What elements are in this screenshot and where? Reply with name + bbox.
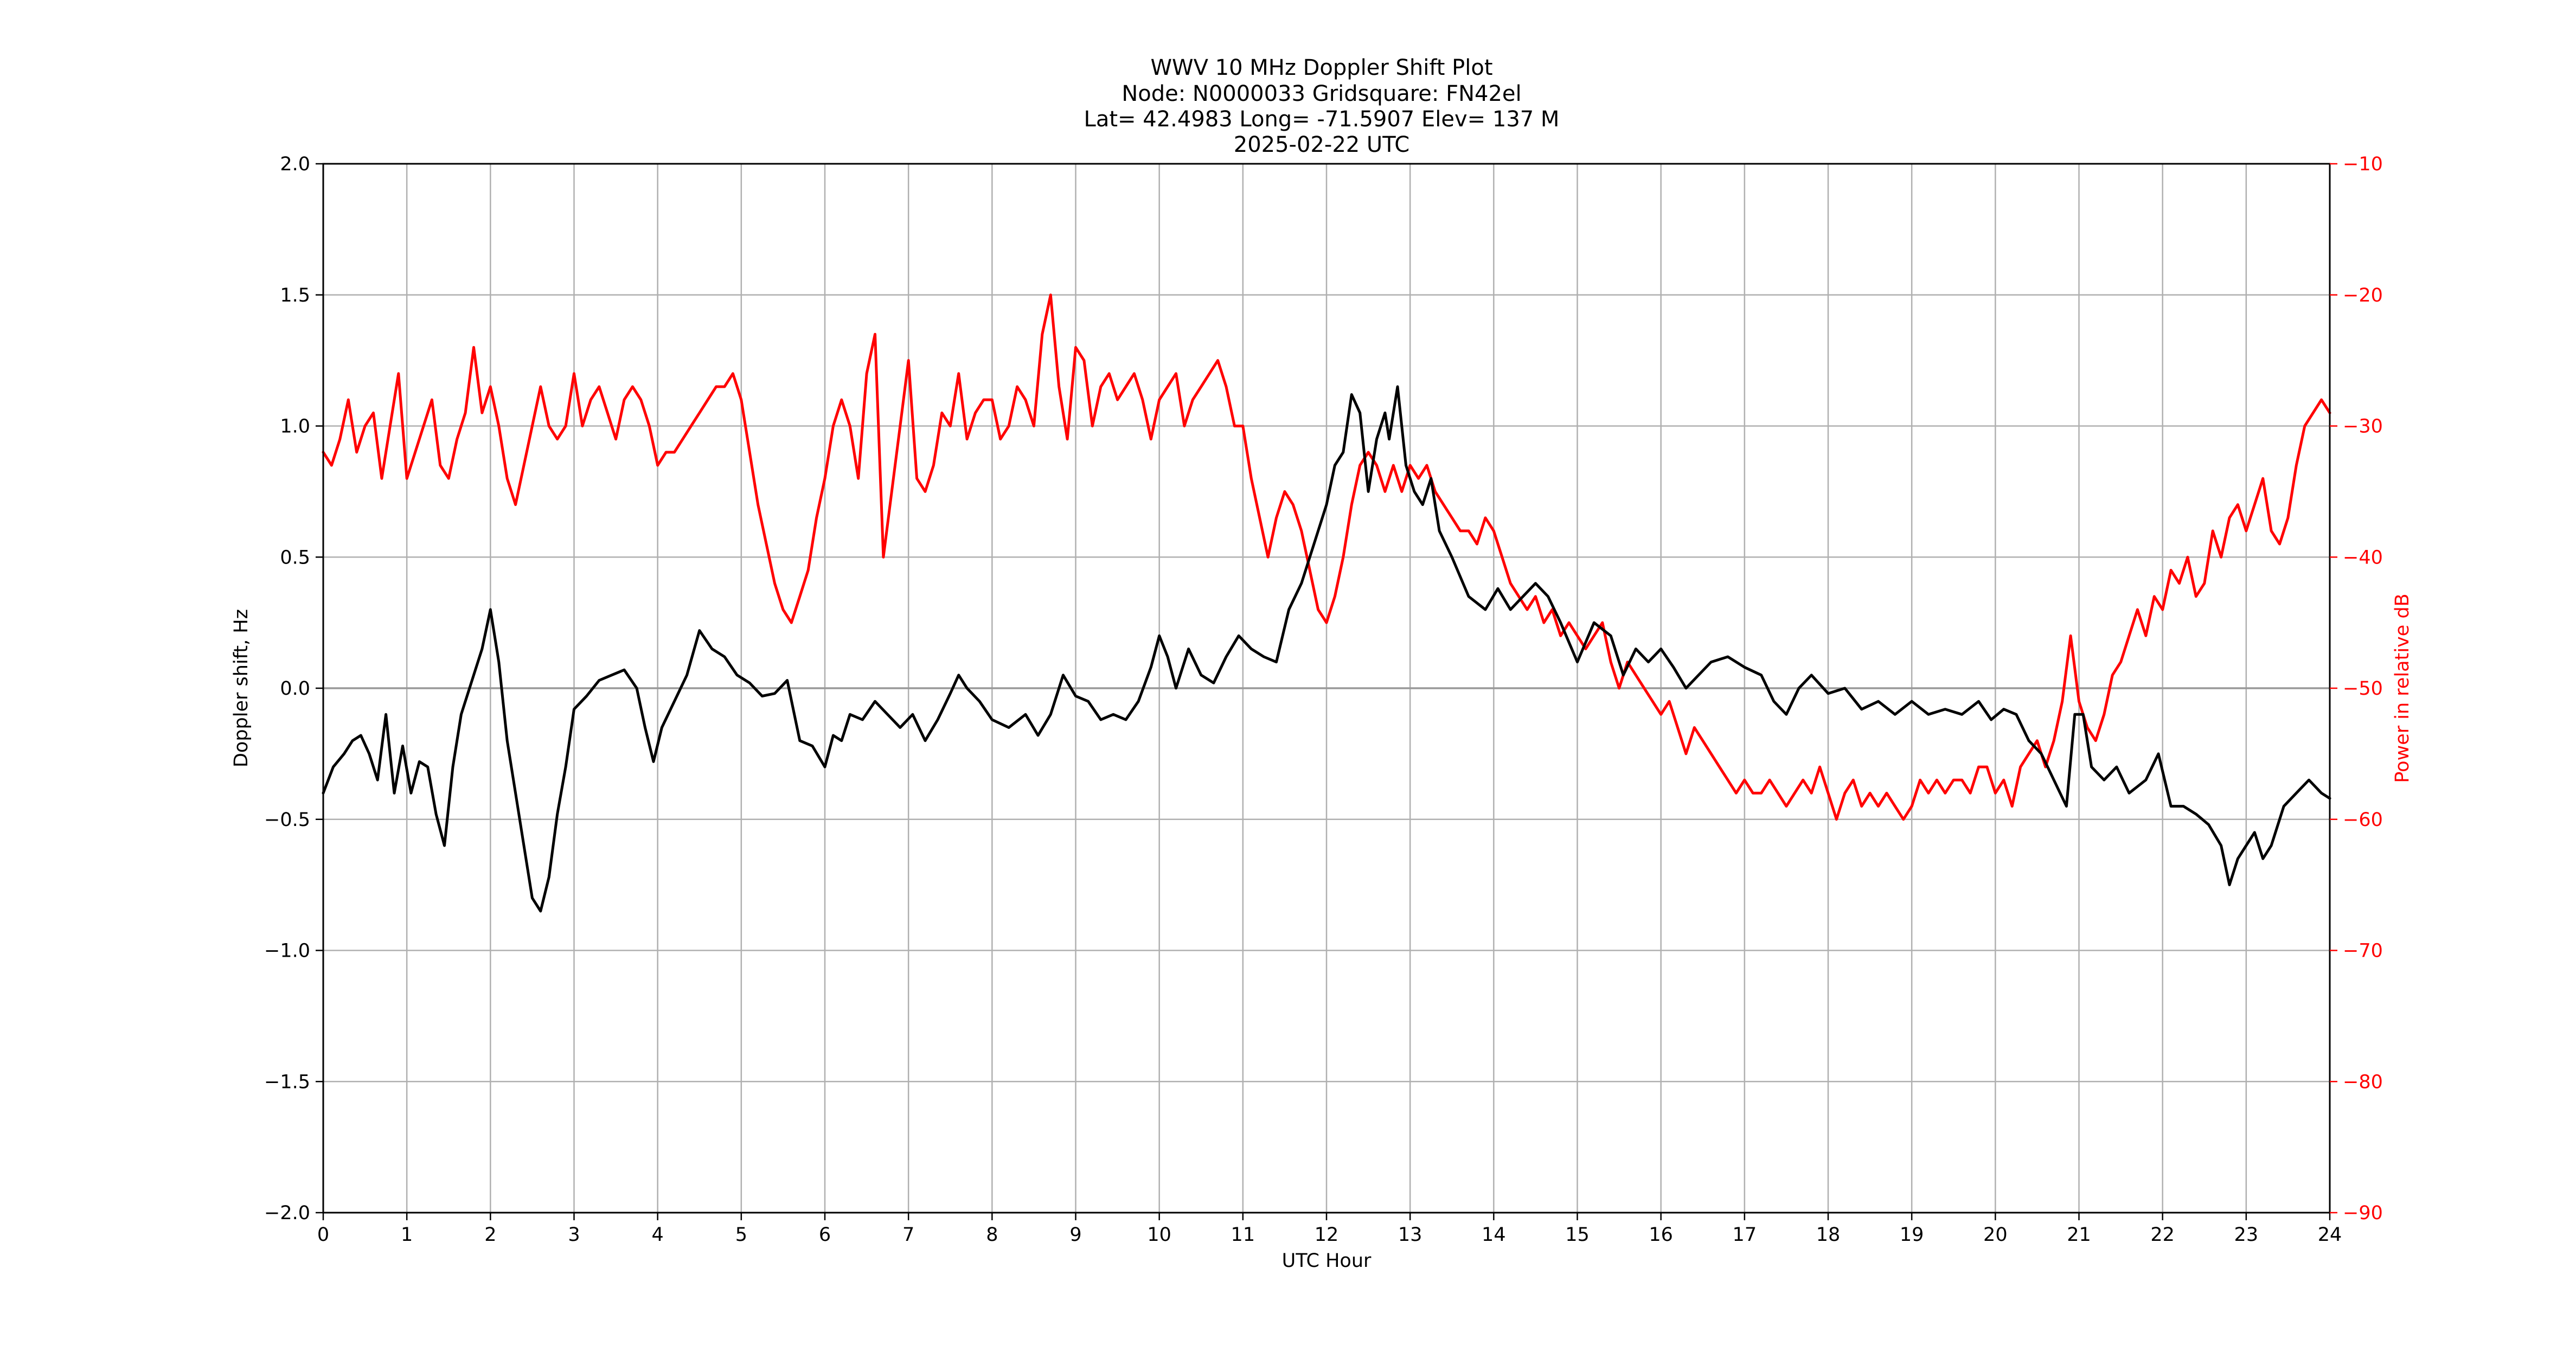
y-tick-label: 2.0 [280, 153, 310, 175]
ticks: 0 1 2 3 4 5 6 7 8 9 10 11 12 13 14 15 16 17 18 19 20 21 22 23 24… [264, 153, 2383, 1246]
y2-tick-label: −90 [2343, 1202, 2383, 1224]
y2-tick-label: −80 [2343, 1071, 2383, 1093]
y2-tick-label: −10 [2343, 153, 2383, 175]
y-tick-label: 1.0 [280, 416, 310, 438]
x-tick-label: 18 [1816, 1224, 1841, 1246]
title-line-3: Lat= 42.4983 Long= -71.5907 Elev= 137 M [1084, 107, 1560, 132]
y-tick-label: −1.0 [264, 940, 310, 962]
y-tick-label: −2.0 [264, 1202, 310, 1224]
title-line-2: Node: N0000033 Gridsquare: FN42el [1122, 81, 1521, 106]
x-tick-label: 19 [1900, 1224, 1924, 1246]
x-tick-label: 23 [2234, 1224, 2259, 1246]
chart-title: WWV 10 MHz Doppler Shift Plot Node: N000… [1084, 55, 1560, 157]
x-tick-label: 10 [1147, 1224, 1171, 1246]
x-tick-label: 2 [484, 1224, 496, 1246]
x-tick-label: 17 [1733, 1224, 1757, 1246]
doppler-series-line [322, 385, 2331, 913]
x-tick-label: 24 [2318, 1224, 2342, 1246]
title-line-1: WWV 10 MHz Doppler Shift Plot [1150, 55, 1492, 80]
y2-tick-label: −20 [2343, 285, 2383, 306]
x-tick-label: 3 [568, 1224, 580, 1246]
y-tick-label: 1.5 [280, 285, 310, 306]
y2-tick-label: −60 [2343, 809, 2383, 831]
x-axis-label: UTC Hour [1282, 1250, 1372, 1272]
title-line-4: 2025-02-22 UTC [1234, 132, 1409, 157]
series [322, 293, 2331, 913]
x-tick-label: 11 [1231, 1224, 1255, 1246]
x-tick-label: 20 [1983, 1224, 2008, 1246]
x-tick-label: 15 [1565, 1224, 1590, 1246]
x-tick-label: 5 [735, 1224, 747, 1246]
x-tick-label: 22 [2150, 1224, 2175, 1246]
x-tick-label: 13 [1398, 1224, 1422, 1246]
y2-tick-label: −50 [2343, 678, 2383, 700]
x-tick-label: 7 [902, 1224, 914, 1246]
y-axis-label: Doppler shift, Hz [230, 609, 252, 767]
x-tick-label: 9 [1069, 1224, 1081, 1246]
x-tick-label: 12 [1315, 1224, 1339, 1246]
y-tick-label: 0.0 [280, 678, 310, 700]
x-tick-label: 21 [2067, 1224, 2091, 1246]
y2-axis-label: Power in relative dB [2392, 593, 2413, 783]
y2-tick-label: −40 [2343, 547, 2383, 568]
y2-tick-label: −70 [2343, 940, 2383, 962]
x-tick-label: 0 [317, 1224, 329, 1246]
power-series-line [322, 293, 2331, 821]
x-tick-label: 4 [652, 1224, 664, 1246]
x-tick-label: 14 [1482, 1224, 1506, 1246]
x-tick-label: 1 [401, 1224, 413, 1246]
x-tick-label: 6 [819, 1224, 831, 1246]
y-tick-label: 0.5 [280, 547, 310, 568]
x-tick-label: 8 [986, 1224, 998, 1246]
grid [322, 163, 2331, 1214]
y-tick-label: −0.5 [264, 809, 310, 831]
x-tick-label: 16 [1649, 1224, 1673, 1246]
y2-tick-label: −30 [2343, 416, 2383, 438]
y-tick-label: −1.5 [264, 1071, 310, 1093]
